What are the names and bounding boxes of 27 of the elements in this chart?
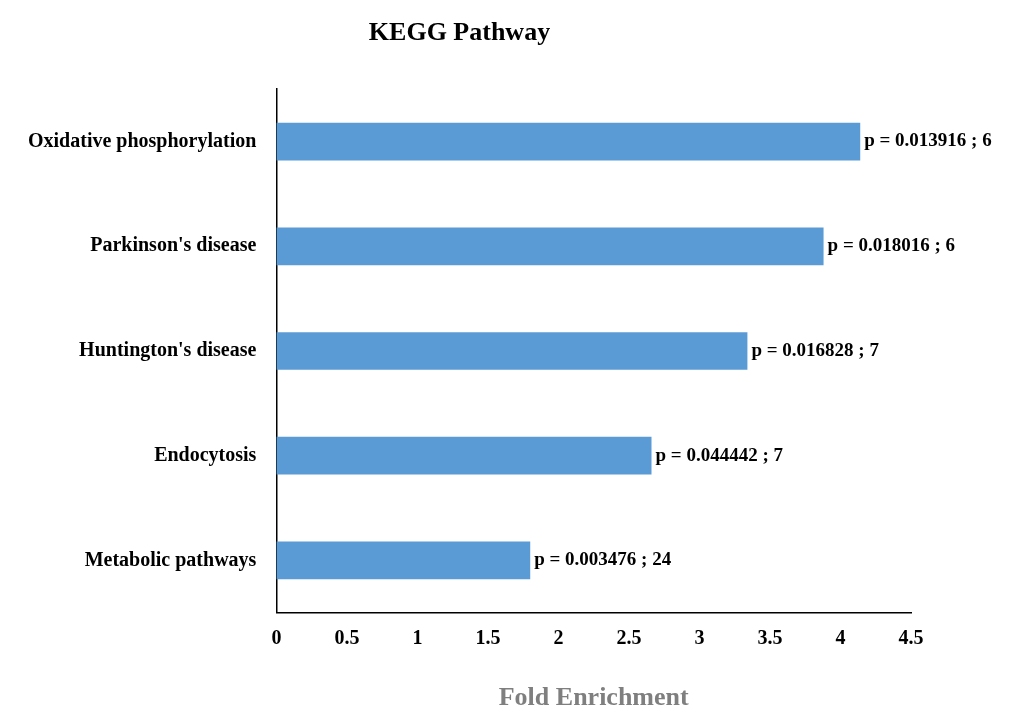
data-label: p = 0.018016 ; 6 <box>827 234 956 256</box>
x-tick-label: 4 <box>835 625 846 648</box>
data-label: p = 0.013916 ; 6 <box>864 129 992 151</box>
x-tick-label: 0.5 <box>334 625 360 648</box>
x-tick-label: 2.5 <box>616 625 642 648</box>
x-tick-label: 3.5 <box>757 625 783 648</box>
data-label: p = 0.016828 ; 7 <box>751 338 880 360</box>
x-tick-label: 2 <box>553 625 564 648</box>
data-label: p = 0.044442 ; 7 <box>655 443 784 465</box>
y-tick-label: Parkinson's disease <box>90 233 257 256</box>
data-label: p = 0.003476 ; 24 <box>534 548 672 570</box>
y-tick-label: Metabolic pathways <box>84 547 257 571</box>
x-tick-label: 0 <box>271 625 282 648</box>
bar <box>276 541 531 580</box>
chart-title: KEGG Pathway <box>368 17 551 47</box>
x-tick-label: 1.5 <box>475 625 501 648</box>
bar <box>276 227 824 266</box>
x-tick-label: 3 <box>694 625 705 648</box>
x-tick-label: 1 <box>412 625 423 648</box>
x-axis-title: Fold Enrichment <box>498 682 689 712</box>
y-tick-label: Endocytosis <box>154 442 257 466</box>
bar <box>276 122 861 161</box>
y-tick-label: Oxidative phosphorylation <box>27 128 257 152</box>
bar <box>276 436 652 475</box>
bar <box>276 332 748 370</box>
y-tick-label: Huntington's disease <box>79 338 257 362</box>
x-tick-label: 4.5 <box>898 625 924 648</box>
